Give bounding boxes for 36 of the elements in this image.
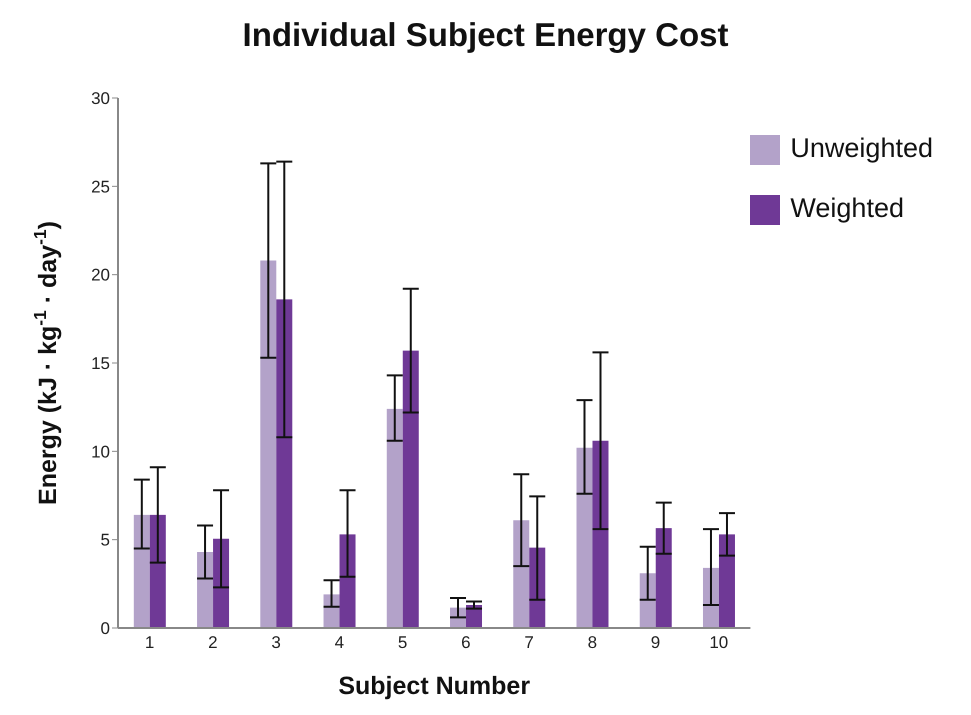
- x-tick-label: 7: [524, 633, 534, 652]
- y-tick-label: 25: [91, 177, 110, 196]
- x-tick-label: 5: [398, 633, 408, 652]
- bar: [513, 520, 530, 628]
- y-tick-label: 30: [91, 89, 110, 108]
- x-tick-label: 2: [208, 633, 218, 652]
- y-tick-label: 15: [91, 354, 110, 374]
- x-tick-label: 8: [588, 633, 598, 652]
- x-tick-label: 4: [334, 633, 344, 652]
- bar: [576, 448, 592, 628]
- bar: [260, 260, 276, 628]
- x-tick-label: 6: [461, 633, 471, 652]
- legend-label: Weighted: [790, 193, 904, 223]
- y-tick-label: 5: [100, 530, 110, 550]
- bar: [213, 538, 230, 628]
- bar: [150, 514, 166, 628]
- bar: [340, 534, 356, 628]
- x-tick-label: 3: [271, 633, 281, 652]
- y-tick-label: 0: [100, 619, 110, 638]
- y-tick-label: 20: [91, 266, 110, 285]
- legend-label: Unweighted: [790, 133, 933, 163]
- bar: [592, 440, 608, 628]
- bar: [402, 350, 419, 628]
- x-tick-label: 10: [709, 633, 728, 652]
- bar: [386, 408, 403, 628]
- chart-title: Individual Subject Energy Cost: [242, 15, 730, 55]
- bar: [134, 514, 150, 628]
- bar: [718, 534, 735, 628]
- x-tick-label: 9: [650, 633, 660, 652]
- bar: [276, 299, 292, 628]
- x-axis-title: Subject Number: [338, 672, 530, 700]
- bar: [656, 528, 672, 628]
- y-tick-label: 10: [91, 442, 110, 462]
- x-tick-label: 1: [144, 633, 154, 652]
- bar: [324, 594, 340, 628]
- bar: [197, 552, 214, 628]
